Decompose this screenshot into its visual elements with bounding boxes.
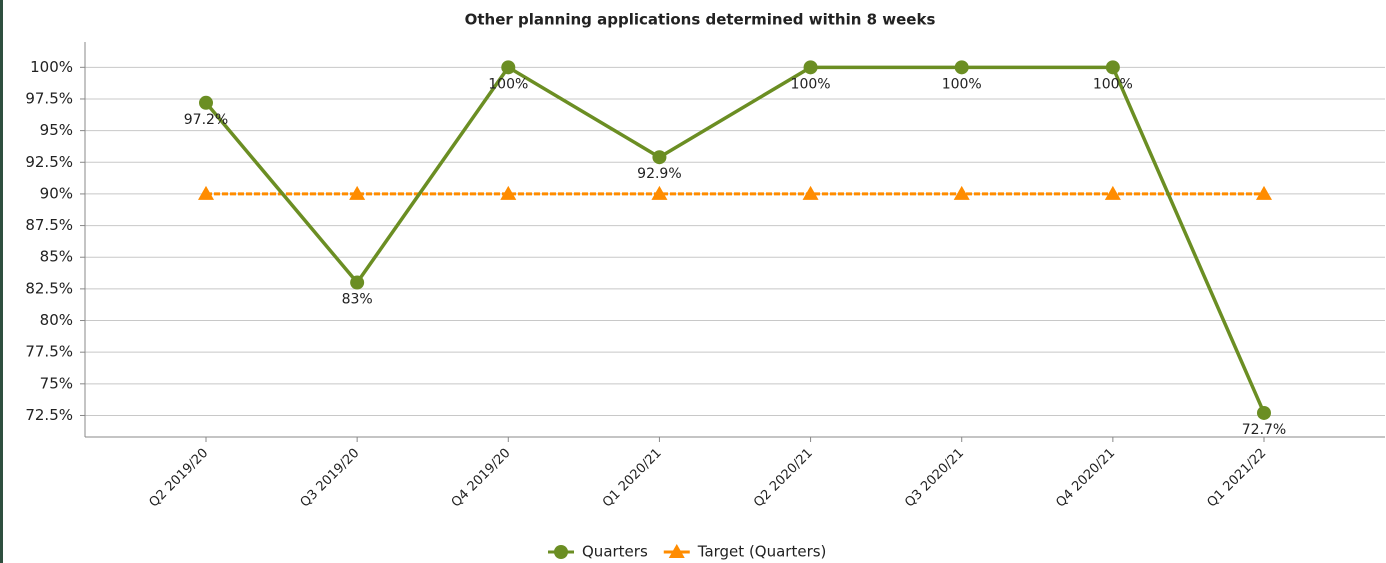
- data-label: 92.9%: [637, 166, 681, 182]
- point: [954, 60, 969, 75]
- y-tick-label: 82.5%: [25, 279, 73, 297]
- point: [350, 275, 365, 290]
- chart-title: Other planning applications determined w…: [465, 11, 936, 29]
- y-tick-label: 92.5%: [25, 153, 73, 171]
- data-label: 100%: [942, 76, 982, 92]
- data-label: 97.2%: [184, 112, 228, 128]
- x-tick-label: Q3 2019/20: [298, 446, 363, 511]
- point: [1257, 405, 1271, 420]
- y-tick-label: 77.5%: [25, 343, 73, 361]
- point: [802, 185, 819, 200]
- point: [199, 95, 213, 110]
- point: [501, 60, 516, 75]
- point: [1105, 60, 1120, 75]
- data-label: 100%: [791, 76, 831, 92]
- y-tick-label: 80%: [40, 311, 73, 329]
- point: [198, 185, 214, 200]
- y-tick-label: 90%: [40, 184, 73, 202]
- y-tick-label: 85%: [40, 248, 73, 266]
- x-tick-label: Q4 2020/21: [1053, 446, 1118, 511]
- point: [1256, 185, 1272, 200]
- point: [554, 545, 568, 559]
- data-label: 100%: [1093, 76, 1133, 92]
- y-tick-label: 97.5%: [25, 89, 73, 107]
- y-tick-label: 87.5%: [25, 216, 73, 234]
- frame-edge: [0, 0, 3, 563]
- point: [803, 60, 818, 75]
- point: [652, 150, 667, 165]
- y-tick-label: 100%: [30, 58, 73, 76]
- y-tick-label: 72.5%: [25, 406, 73, 424]
- point: [953, 185, 970, 200]
- y-tick-label: 95%: [40, 121, 73, 139]
- point: [651, 185, 668, 200]
- point: [1104, 185, 1121, 200]
- point: [349, 185, 366, 200]
- x-tick-label: Q4 2019/20: [449, 446, 514, 511]
- legend-label: Target (Quarters): [697, 543, 827, 561]
- series-line: [204, 64, 1266, 414]
- x-tick-label: Q1 2021/22: [1204, 446, 1269, 511]
- x-tick-label: Q2 2020/21: [751, 446, 816, 511]
- x-tick-label: Q2 2019/20: [146, 446, 211, 511]
- legend-label: Quarters: [582, 543, 648, 561]
- point: [668, 544, 685, 558]
- x-tick-label: Q1 2020/21: [600, 446, 665, 511]
- point: [500, 185, 517, 200]
- y-tick-label: 75%: [40, 374, 73, 392]
- data-label: 100%: [488, 76, 528, 92]
- data-label: 83%: [342, 292, 373, 308]
- data-label: 72.7%: [1242, 422, 1286, 438]
- x-tick-label: Q3 2020/21: [902, 446, 967, 511]
